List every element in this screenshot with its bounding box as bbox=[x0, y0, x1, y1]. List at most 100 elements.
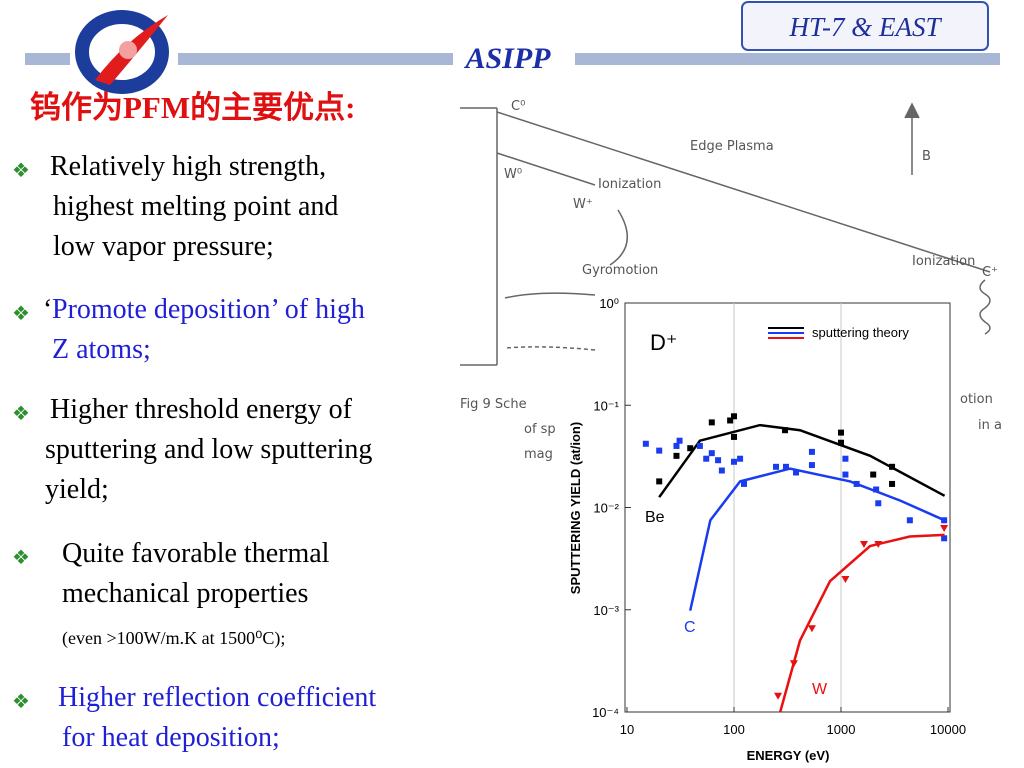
chart-title: D⁺ bbox=[650, 330, 678, 355]
data-point bbox=[873, 486, 880, 493]
figure-label: otion bbox=[960, 392, 993, 407]
data-point bbox=[808, 448, 815, 455]
data-point bbox=[940, 525, 949, 533]
y-tick-label: 10⁻⁴ bbox=[592, 705, 619, 720]
data-point bbox=[696, 442, 703, 449]
data-point bbox=[774, 692, 783, 700]
bullet-text: low vapor pressure; bbox=[53, 231, 274, 262]
bullet-text: Relatively high strength, bbox=[50, 151, 326, 182]
data-point bbox=[870, 471, 877, 478]
y-axis-label: SPUTTERING YIELD (at/ion) bbox=[568, 422, 583, 594]
y-tick-label: 10⁰ bbox=[599, 296, 619, 311]
figure-label: mag bbox=[524, 447, 553, 462]
data-point bbox=[731, 433, 737, 440]
data-point bbox=[874, 540, 883, 548]
figure-label: in a bbox=[978, 418, 1002, 433]
figure-label: Gyromotion bbox=[582, 263, 658, 278]
figure-label: Fig 9 Sche bbox=[460, 397, 527, 412]
bullet-icon: ❖ bbox=[12, 160, 30, 182]
data-point bbox=[875, 500, 882, 507]
x-tick-label: 100 bbox=[723, 722, 745, 737]
data-point bbox=[889, 480, 896, 487]
data-point bbox=[656, 447, 663, 454]
heading: 钨作为PFM的主要优点: bbox=[30, 90, 355, 125]
bullet-list: ❖ Relatively high strength, highest meltin… bbox=[12, 151, 376, 753]
bullet-icon: ❖ bbox=[12, 547, 30, 569]
data-point bbox=[807, 625, 816, 633]
data-point bbox=[906, 517, 913, 524]
plot-area bbox=[624, 302, 951, 713]
x-tick-label: 10000 bbox=[930, 722, 966, 737]
bullet-text: Quite favorable thermal bbox=[62, 538, 330, 569]
bullet-icon: ❖ bbox=[12, 691, 30, 713]
bullet-text: Higher reflection coefficient bbox=[58, 682, 376, 713]
bullet-text: Promote deposition’ of high bbox=[52, 294, 365, 325]
figure-label: C⁺ bbox=[982, 265, 998, 280]
data-point bbox=[773, 463, 780, 470]
data-point bbox=[808, 462, 815, 469]
data-point bbox=[673, 452, 680, 459]
bullet-note: (even >100W/m.K at 1500⁰C); bbox=[62, 628, 285, 649]
y-tick-label: 10⁻² bbox=[593, 501, 619, 516]
data-point bbox=[673, 442, 680, 449]
data-point bbox=[789, 660, 798, 668]
data-point bbox=[941, 535, 948, 542]
bullet-icon: ❖ bbox=[12, 403, 30, 425]
y-tick-label: 10⁻³ bbox=[593, 603, 619, 618]
header-title: ASIPP bbox=[463, 42, 551, 75]
theory-curve bbox=[688, 467, 946, 611]
data-point bbox=[782, 463, 789, 470]
data-point bbox=[842, 455, 849, 462]
data-point bbox=[731, 413, 737, 420]
data-point bbox=[838, 439, 844, 446]
chart: 10 100 1000 10000 10⁰ 10⁻¹ 10⁻² 10⁻³ 10⁻⁴ ENERGY … bbox=[568, 296, 966, 763]
data-point bbox=[859, 540, 868, 548]
x-axis-label: ENERGY (eV) bbox=[747, 748, 830, 763]
data-point bbox=[782, 427, 789, 434]
data-point bbox=[853, 480, 860, 487]
bullet-text: for heat deposition; bbox=[62, 722, 280, 753]
data-point bbox=[740, 480, 747, 487]
bullet-text: sputtering and low sputtering bbox=[45, 434, 372, 465]
bullet-icon: ❖ bbox=[12, 303, 30, 325]
header-bar bbox=[25, 53, 70, 65]
data-point bbox=[642, 440, 649, 447]
figure-label: W⁺ bbox=[573, 197, 593, 212]
data-point bbox=[941, 517, 948, 524]
badge bbox=[741, 1, 989, 51]
figure-label: C⁰ bbox=[511, 99, 525, 114]
figure-label: B bbox=[922, 149, 931, 164]
data-point bbox=[703, 455, 710, 462]
bullet-text: mechanical properties bbox=[62, 578, 308, 609]
x-tick-label: 10 bbox=[620, 722, 634, 737]
series-label: W bbox=[812, 681, 828, 698]
figure-label: of sp bbox=[524, 422, 556, 437]
logo bbox=[75, 10, 169, 94]
data-point bbox=[889, 463, 896, 470]
data-point bbox=[708, 419, 715, 426]
bullet-text: yield; bbox=[45, 474, 109, 505]
figure-label: Ionization bbox=[912, 254, 975, 269]
figure-label: W⁰ bbox=[504, 167, 522, 182]
data-point bbox=[838, 429, 844, 436]
header-bar bbox=[178, 53, 453, 65]
data-point bbox=[793, 469, 800, 476]
data-point bbox=[841, 575, 850, 583]
figure-label: Ionization bbox=[598, 177, 661, 192]
data-point bbox=[656, 478, 663, 485]
series-label: C bbox=[684, 619, 696, 636]
data-point bbox=[715, 457, 722, 464]
series-label: Be bbox=[645, 509, 665, 526]
bullet-text: Z atoms; bbox=[52, 334, 151, 365]
data-point bbox=[718, 467, 725, 474]
data-point bbox=[687, 445, 694, 452]
data-point bbox=[727, 417, 734, 424]
data-point bbox=[842, 471, 849, 478]
data-point bbox=[708, 450, 715, 457]
bullet-prefix: ‘ bbox=[43, 294, 52, 325]
data-point bbox=[737, 455, 744, 462]
theory-curve bbox=[778, 533, 945, 713]
data-point bbox=[731, 458, 737, 465]
legend-label: sputtering theory bbox=[812, 325, 909, 340]
